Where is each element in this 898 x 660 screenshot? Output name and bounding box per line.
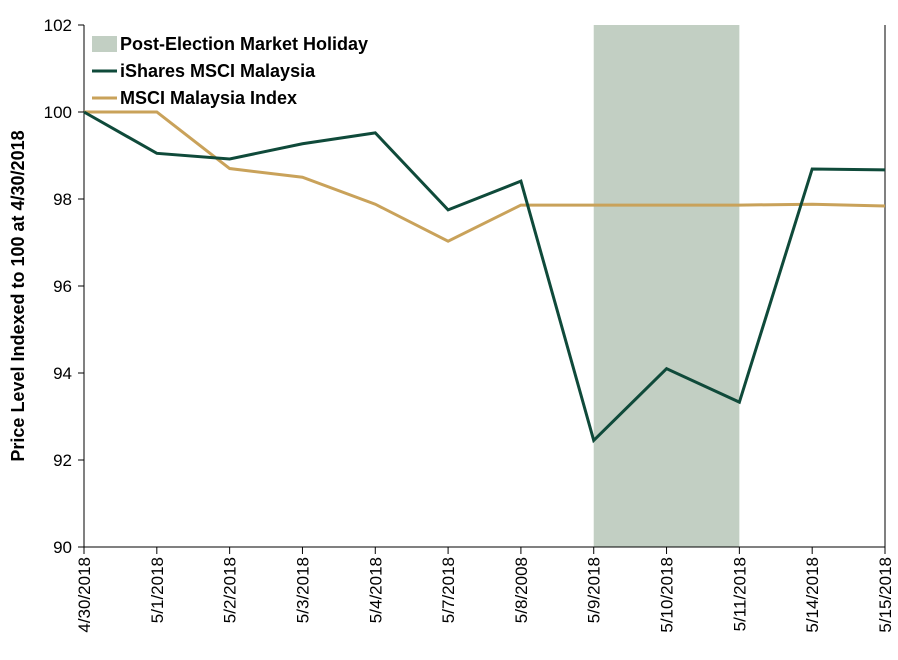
y-tick-label: 102 [44,16,72,35]
x-tick-label: 5/15/2018 [876,557,895,633]
shaded-region [593,25,740,547]
y-tick-label: 96 [53,277,72,296]
x-tick-label: 5/10/2018 [658,557,677,633]
series-line-2 [84,110,886,243]
legend-label-series-2: MSCI Malaysia Index [120,88,297,108]
x-tick-label: 5/14/2018 [803,557,822,633]
y-tick-label: 94 [53,364,72,383]
x-tick-label: 5/4/2018 [366,557,385,623]
y-tick-label: 92 [53,451,72,470]
legend-label-shaded-region: Post-Election Market Holiday [120,34,368,54]
x-tick-label: 5/8/2008 [512,557,531,623]
y-tick-label: 98 [53,190,72,209]
x-tick-label: 5/1/2018 [148,557,167,623]
x-tick-label: 4/30/2018 [75,557,94,633]
y-ticks: 90 92 94 96 98 100 102 [44,16,84,557]
x-tick-label: 5/9/2018 [585,557,604,623]
x-tick-label: 5/11/2018 [730,557,749,631]
series-lines [83,110,886,444]
series-line-1 [83,110,886,444]
y-tick-label: 90 [53,538,72,557]
y-axis-title: Price Level Indexed to 100 at 4/30/2018 [8,130,28,461]
legend: Post-Election Market Holiday iShares MSC… [92,34,368,108]
legend-swatch-shaded-region [92,36,117,52]
x-tick-label: 5/3/2018 [293,557,312,623]
x-tick-label: 5/2/2018 [221,557,240,623]
y-tick-label: 100 [44,103,72,122]
x-tick-label: 5/7/2018 [439,557,458,623]
legend-label-series-1: iShares MSCI Malaysia [120,61,316,81]
shaded-region-layer [593,25,740,547]
x-ticks: 4/30/2018 5/1/2018 5/2/2018 5/3/2018 5/4/201… [75,547,895,633]
